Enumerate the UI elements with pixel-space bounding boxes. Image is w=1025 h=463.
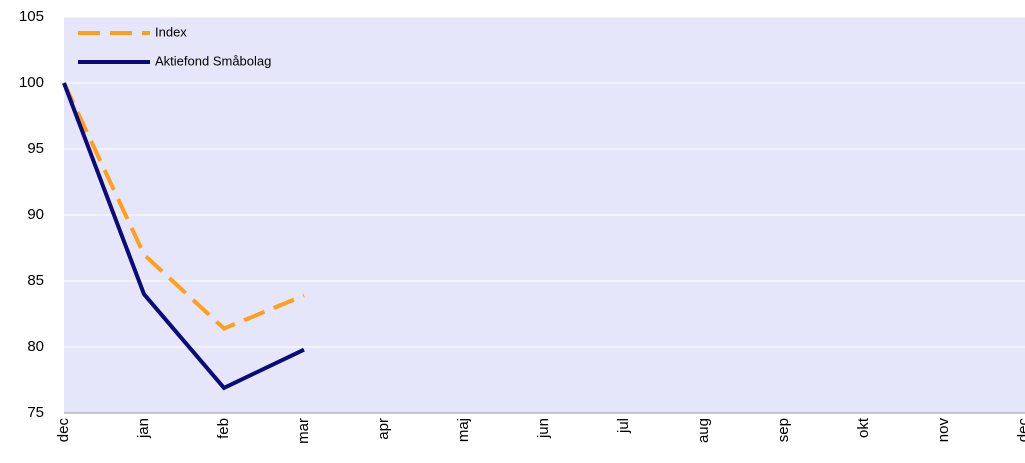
legend-label: Index	[155, 24, 187, 39]
y-tick-label: 100	[19, 74, 44, 91]
y-tick-label: 105	[19, 8, 44, 25]
x-tick-label: jul	[615, 418, 632, 434]
x-tick-label: dec	[1015, 418, 1025, 443]
y-tick-label: 75	[27, 404, 44, 421]
y-tick-label: 85	[27, 272, 44, 289]
legend-label: Aktiefond Småbolag	[155, 53, 271, 68]
series-line	[62, 82, 305, 331]
x-tick-label: apr	[375, 418, 392, 440]
x-tick-label: maj	[455, 418, 472, 442]
x-tick-label: nov	[935, 418, 952, 443]
x-tick-label: dec	[55, 418, 72, 443]
y-tick-label: 80	[27, 338, 44, 355]
x-tick-label: feb	[215, 418, 232, 439]
y-tick-label: 95	[27, 140, 44, 157]
x-tick-label: okt	[855, 417, 872, 438]
legend: Index Aktiefond Småbolag	[78, 24, 271, 68]
y-tick-label: 90	[27, 206, 44, 223]
x-tick-label: jun	[535, 418, 552, 439]
x-tick-label: mar	[295, 418, 312, 444]
x-tick-label: aug	[695, 418, 712, 443]
series-line	[62, 82, 305, 391]
x-tick-label: jan	[135, 418, 152, 439]
x-tick-label: sep	[775, 418, 792, 442]
